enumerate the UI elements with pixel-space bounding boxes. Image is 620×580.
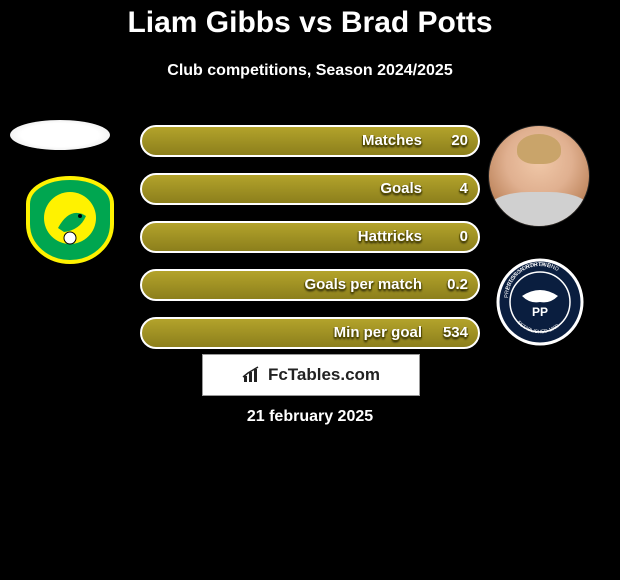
stat-bar-matches: Matches 20	[140, 125, 480, 157]
club-crest-right: PP PRESTON NORTH END PRESTON NORTH END E…	[490, 258, 590, 346]
stat-value: 4	[460, 175, 468, 203]
stat-value: 0.2	[447, 271, 468, 299]
stat-bar-min-per-goal: Min per goal 534	[140, 317, 480, 349]
stat-value: 20	[451, 127, 468, 155]
club-crest-left	[20, 176, 120, 264]
stat-bars: Matches 20 Goals 4 Hattricks 0 Goals per…	[140, 125, 480, 365]
source-text: FcTables.com	[268, 365, 380, 385]
stat-label: Hattricks	[142, 223, 422, 251]
player-right-photo	[488, 125, 590, 227]
svg-text:PP: PP	[532, 305, 548, 319]
stat-value: 534	[443, 319, 468, 347]
stat-bar-hattricks: Hattricks 0	[140, 221, 480, 253]
source-badge: FcTables.com	[202, 354, 420, 396]
stat-label: Matches	[142, 127, 422, 155]
bar-chart-icon	[242, 366, 264, 384]
comparison-card: Liam Gibbs vs Brad Potts Club competitio…	[0, 0, 620, 580]
stat-label: Goals per match	[142, 271, 422, 299]
stat-label: Goals	[142, 175, 422, 203]
subtitle: Club competitions, Season 2024/2025	[0, 62, 620, 80]
stat-label: Min per goal	[142, 319, 422, 347]
stat-bar-goals: Goals 4	[140, 173, 480, 205]
stat-bar-goals-per-match: Goals per match 0.2	[140, 269, 480, 301]
stat-value: 0	[460, 223, 468, 251]
page-title: Liam Gibbs vs Brad Potts	[0, 6, 620, 40]
player-left-photo	[10, 120, 110, 150]
date-text: 21 february 2025	[0, 408, 620, 426]
